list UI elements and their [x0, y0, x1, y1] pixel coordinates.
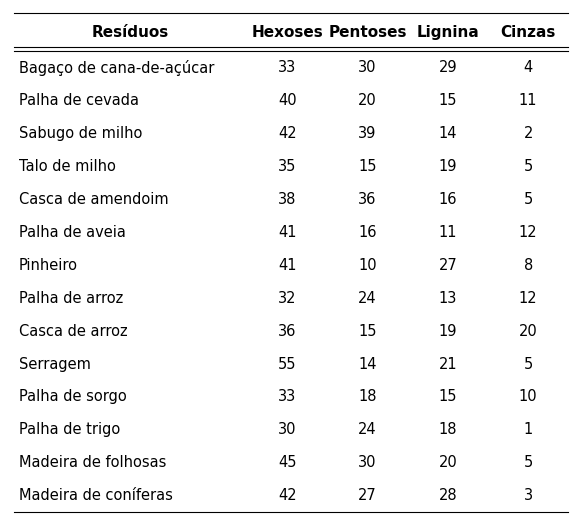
Text: 33: 33 — [278, 389, 297, 404]
Text: Cinzas: Cinzas — [500, 25, 556, 40]
Text: 11: 11 — [519, 93, 537, 108]
Text: 20: 20 — [358, 93, 377, 108]
Text: Madeira de folhosas: Madeira de folhosas — [19, 455, 166, 470]
Text: 18: 18 — [439, 423, 457, 437]
Text: 10: 10 — [519, 389, 538, 404]
Text: 41: 41 — [278, 258, 297, 272]
Text: 12: 12 — [519, 225, 538, 240]
Text: Casca de amendoim: Casca de amendoim — [19, 192, 168, 207]
Text: 42: 42 — [278, 489, 297, 503]
Text: 32: 32 — [278, 291, 297, 306]
Text: 24: 24 — [358, 423, 377, 437]
Text: 42: 42 — [278, 126, 297, 141]
Text: 30: 30 — [278, 423, 297, 437]
Text: Palha de trigo: Palha de trigo — [19, 423, 120, 437]
Text: 11: 11 — [439, 225, 457, 240]
Text: 5: 5 — [523, 159, 533, 174]
Text: 24: 24 — [358, 291, 377, 306]
Text: 35: 35 — [278, 159, 297, 174]
Text: Palha de cevada: Palha de cevada — [19, 93, 139, 108]
Text: 5: 5 — [523, 455, 533, 470]
Text: 55: 55 — [278, 357, 297, 372]
Text: Pinheiro: Pinheiro — [19, 258, 78, 272]
Text: 14: 14 — [439, 126, 457, 141]
Text: 45: 45 — [278, 455, 297, 470]
Text: 20: 20 — [519, 324, 538, 338]
Text: 20: 20 — [439, 455, 457, 470]
Text: 2: 2 — [523, 126, 533, 141]
Text: 16: 16 — [439, 192, 457, 207]
Text: 33: 33 — [278, 60, 297, 75]
Text: 14: 14 — [358, 357, 377, 372]
Text: 12: 12 — [519, 291, 538, 306]
Text: 36: 36 — [358, 192, 377, 207]
Text: 21: 21 — [439, 357, 457, 372]
Text: 28: 28 — [439, 489, 457, 503]
Text: Palha de sorgo: Palha de sorgo — [19, 389, 127, 404]
Text: Hexoses: Hexoses — [252, 25, 323, 40]
Text: 38: 38 — [278, 192, 297, 207]
Text: 40: 40 — [278, 93, 297, 108]
Text: 19: 19 — [439, 159, 457, 174]
Text: 27: 27 — [358, 489, 377, 503]
Text: 3: 3 — [523, 489, 533, 503]
Text: Palha de arroz: Palha de arroz — [19, 291, 123, 306]
Text: Serragem: Serragem — [19, 357, 91, 372]
Text: 27: 27 — [439, 258, 457, 272]
Text: 10: 10 — [358, 258, 377, 272]
Text: 30: 30 — [358, 455, 377, 470]
Text: 5: 5 — [523, 357, 533, 372]
Text: 41: 41 — [278, 225, 297, 240]
Text: Sabugo de milho: Sabugo de milho — [19, 126, 143, 141]
Text: 15: 15 — [439, 389, 457, 404]
Text: 18: 18 — [358, 389, 377, 404]
Text: Talo de milho: Talo de milho — [19, 159, 116, 174]
Text: Lignina: Lignina — [417, 25, 479, 40]
Text: 15: 15 — [439, 93, 457, 108]
Text: 19: 19 — [439, 324, 457, 338]
Text: Resíduos: Resíduos — [92, 25, 170, 40]
Text: 1: 1 — [523, 423, 533, 437]
Text: 5: 5 — [523, 192, 533, 207]
Text: Pentoses: Pentoses — [328, 25, 407, 40]
Text: Bagaço de cana-de-açúcar: Bagaço de cana-de-açúcar — [19, 60, 215, 75]
Text: 36: 36 — [278, 324, 297, 338]
Text: 29: 29 — [439, 60, 457, 75]
Text: 13: 13 — [439, 291, 457, 306]
Text: Madeira de coníferas: Madeira de coníferas — [19, 489, 173, 503]
Text: 4: 4 — [523, 60, 533, 75]
Text: 15: 15 — [358, 324, 377, 338]
Text: 39: 39 — [358, 126, 377, 141]
Text: Casca de arroz: Casca de arroz — [19, 324, 128, 338]
Text: 8: 8 — [523, 258, 533, 272]
Text: Palha de aveia: Palha de aveia — [19, 225, 126, 240]
Text: 15: 15 — [358, 159, 377, 174]
Text: 16: 16 — [358, 225, 377, 240]
Text: 30: 30 — [358, 60, 377, 75]
